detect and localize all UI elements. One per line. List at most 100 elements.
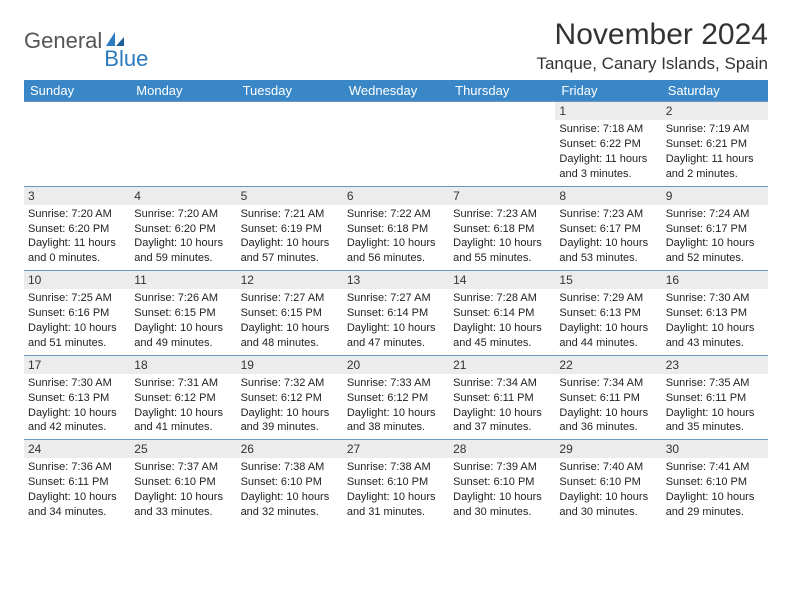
daylight-text: Daylight: 11 hours and 3 minutes. xyxy=(559,152,657,182)
title-block: November 2024 Tanque, Canary Islands, Sp… xyxy=(536,18,768,74)
day-number: 27 xyxy=(343,440,449,458)
sunrise-text: Sunrise: 7:38 AM xyxy=(241,460,339,475)
daylight-text: Daylight: 10 hours and 44 minutes. xyxy=(559,321,657,351)
day-cell: 25Sunrise: 7:37 AMSunset: 6:10 PMDayligh… xyxy=(130,440,236,524)
day-cell: 28Sunrise: 7:39 AMSunset: 6:10 PMDayligh… xyxy=(449,440,555,524)
day-cell: 18Sunrise: 7:31 AMSunset: 6:12 PMDayligh… xyxy=(130,356,236,440)
day-number: 18 xyxy=(130,356,236,374)
daylight-text: Daylight: 10 hours and 49 minutes. xyxy=(134,321,232,351)
sunrise-text: Sunrise: 7:19 AM xyxy=(666,122,764,137)
sunrise-text: Sunrise: 7:41 AM xyxy=(666,460,764,475)
day-number: 21 xyxy=(449,356,555,374)
sunset-text: Sunset: 6:22 PM xyxy=(559,137,657,152)
daylight-text: Daylight: 10 hours and 30 minutes. xyxy=(453,490,551,520)
daylight-text: Daylight: 10 hours and 30 minutes. xyxy=(559,490,657,520)
day-cell: 22Sunrise: 7:34 AMSunset: 6:11 PMDayligh… xyxy=(555,356,661,440)
sunrise-text: Sunrise: 7:29 AM xyxy=(559,291,657,306)
day-number: 19 xyxy=(237,356,343,374)
sunrise-text: Sunrise: 7:18 AM xyxy=(559,122,657,137)
sunset-text: Sunset: 6:11 PM xyxy=(666,391,764,406)
day-number: 28 xyxy=(449,440,555,458)
sunrise-text: Sunrise: 7:31 AM xyxy=(134,376,232,391)
logo: General Blue xyxy=(24,18,150,54)
sunset-text: Sunset: 6:12 PM xyxy=(241,391,339,406)
daylight-text: Daylight: 10 hours and 38 minutes. xyxy=(347,406,445,436)
sunrise-text: Sunrise: 7:28 AM xyxy=(453,291,551,306)
day-cell xyxy=(343,102,449,186)
day-number: 13 xyxy=(343,271,449,289)
sunrise-text: Sunrise: 7:22 AM xyxy=(347,207,445,222)
day-number: 5 xyxy=(237,187,343,205)
day-cell: 2Sunrise: 7:19 AMSunset: 6:21 PMDaylight… xyxy=(662,102,768,186)
weekday-cell: Sunday xyxy=(24,80,130,101)
weeks-container: 1Sunrise: 7:18 AMSunset: 6:22 PMDaylight… xyxy=(24,101,768,524)
daylight-text: Daylight: 10 hours and 29 minutes. xyxy=(666,490,764,520)
day-number: 25 xyxy=(130,440,236,458)
sunset-text: Sunset: 6:20 PM xyxy=(134,222,232,237)
week-row: 24Sunrise: 7:36 AMSunset: 6:11 PMDayligh… xyxy=(24,439,768,524)
day-number: 8 xyxy=(555,187,661,205)
sunset-text: Sunset: 6:11 PM xyxy=(453,391,551,406)
day-number: 4 xyxy=(130,187,236,205)
day-cell: 24Sunrise: 7:36 AMSunset: 6:11 PMDayligh… xyxy=(24,440,130,524)
page-title: November 2024 xyxy=(536,18,768,52)
sunrise-text: Sunrise: 7:23 AM xyxy=(453,207,551,222)
day-cell: 23 Sunrise: 7:35 AMSunset: 6:11 PMDayligh… xyxy=(662,356,768,440)
daylight-text: Daylight: 10 hours and 34 minutes. xyxy=(28,490,126,520)
sunset-text: Sunset: 6:17 PM xyxy=(666,222,764,237)
day-cell: 1Sunrise: 7:18 AMSunset: 6:22 PMDaylight… xyxy=(555,102,661,186)
day-number: 9 xyxy=(662,187,768,205)
daylight-text: Daylight: 10 hours and 55 minutes. xyxy=(453,236,551,266)
sunrise-text: Sunrise: 7:32 AM xyxy=(241,376,339,391)
sunset-text: Sunset: 6:10 PM xyxy=(559,475,657,490)
logo-text-general: General xyxy=(24,28,102,54)
daylight-text: Daylight: 10 hours and 35 minutes. xyxy=(666,406,764,436)
sunrise-text: Sunrise: 7:38 AM xyxy=(347,460,445,475)
day-cell: 19Sunrise: 7:32 AMSunset: 6:12 PMDayligh… xyxy=(237,356,343,440)
daylight-text: Daylight: 10 hours and 52 minutes. xyxy=(666,236,764,266)
sunset-text: Sunset: 6:19 PM xyxy=(241,222,339,237)
day-number: 10 xyxy=(24,271,130,289)
sunset-text: Sunset: 6:11 PM xyxy=(28,475,126,490)
daylight-text: Daylight: 10 hours and 37 minutes. xyxy=(453,406,551,436)
daylight-text: Daylight: 10 hours and 43 minutes. xyxy=(666,321,764,351)
daylight-text: Daylight: 10 hours and 48 minutes. xyxy=(241,321,339,351)
daylight-text: Daylight: 10 hours and 42 minutes. xyxy=(28,406,126,436)
day-number: 23 xyxy=(662,356,768,374)
day-cell: 16Sunrise: 7:30 AMSunset: 6:13 PMDayligh… xyxy=(662,271,768,355)
sunrise-text: Sunrise: 7:24 AM xyxy=(666,207,764,222)
day-number: 16 xyxy=(662,271,768,289)
day-cell: 7Sunrise: 7:23 AMSunset: 6:18 PMDaylight… xyxy=(449,187,555,271)
sunrise-text: Sunrise: 7:35 AM xyxy=(666,376,764,391)
sunset-text: Sunset: 6:11 PM xyxy=(559,391,657,406)
sunset-text: Sunset: 6:18 PM xyxy=(453,222,551,237)
sunrise-text: Sunrise: 7:30 AM xyxy=(666,291,764,306)
sunrise-text: Sunrise: 7:25 AM xyxy=(28,291,126,306)
weekday-header-row: SundayMondayTuesdayWednesdayThursdayFrid… xyxy=(24,80,768,101)
day-number: 30 xyxy=(662,440,768,458)
sunset-text: Sunset: 6:14 PM xyxy=(347,306,445,321)
sunrise-text: Sunrise: 7:27 AM xyxy=(241,291,339,306)
week-row: 10Sunrise: 7:25 AMSunset: 6:16 PMDayligh… xyxy=(24,270,768,355)
day-cell: 5Sunrise: 7:21 AMSunset: 6:19 PMDaylight… xyxy=(237,187,343,271)
day-cell xyxy=(237,102,343,186)
sunset-text: Sunset: 6:10 PM xyxy=(134,475,232,490)
sunset-text: Sunset: 6:13 PM xyxy=(28,391,126,406)
day-cell: 8Sunrise: 7:23 AMSunset: 6:17 PMDaylight… xyxy=(555,187,661,271)
daylight-text: Daylight: 10 hours and 36 minutes. xyxy=(559,406,657,436)
daylight-text: Daylight: 10 hours and 41 minutes. xyxy=(134,406,232,436)
day-cell: 14Sunrise: 7:28 AMSunset: 6:14 PMDayligh… xyxy=(449,271,555,355)
day-cell: 21Sunrise: 7:34 AMSunset: 6:11 PMDayligh… xyxy=(449,356,555,440)
header-row: General Blue November 2024 Tanque, Canar… xyxy=(24,18,768,74)
day-cell xyxy=(130,102,236,186)
sunset-text: Sunset: 6:20 PM xyxy=(28,222,126,237)
day-cell xyxy=(24,102,130,186)
daylight-text: Daylight: 10 hours and 51 minutes. xyxy=(28,321,126,351)
day-cell: 20Sunrise: 7:33 AMSunset: 6:12 PMDayligh… xyxy=(343,356,449,440)
sunset-text: Sunset: 6:12 PM xyxy=(347,391,445,406)
weekday-cell: Thursday xyxy=(449,80,555,101)
daylight-text: Daylight: 11 hours and 0 minutes. xyxy=(28,236,126,266)
day-cell: 29Sunrise: 7:40 AMSunset: 6:10 PMDayligh… xyxy=(555,440,661,524)
week-row: 17Sunrise: 7:30 AMSunset: 6:13 PMDayligh… xyxy=(24,355,768,440)
weekday-cell: Friday xyxy=(555,80,661,101)
